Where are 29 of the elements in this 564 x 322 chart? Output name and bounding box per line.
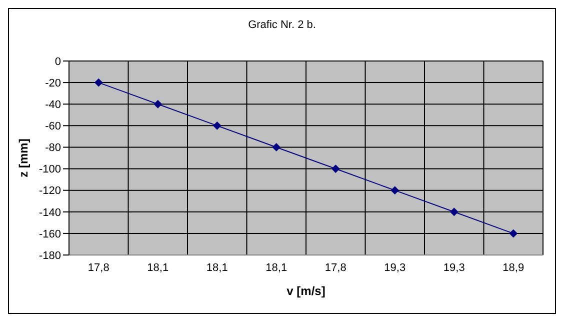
x-tick-label: 18,1 (147, 262, 169, 274)
point (509, 229, 518, 238)
y-axis-title: z [mm] (16, 138, 30, 178)
point (332, 164, 340, 173)
x-axis-title: v [m/s] (286, 284, 326, 298)
point (450, 208, 458, 216)
x-tick-label: 17,8 (324, 262, 346, 274)
x-tick-label: 19,3 (443, 262, 465, 274)
x-tick-label: 17,8 (88, 262, 110, 274)
x-tick-label: 19,3 (384, 262, 406, 274)
point (154, 100, 162, 108)
x-tick-label: 18,9 (502, 262, 524, 274)
y-tick-label: -100 (38, 164, 61, 176)
y-tick-label: -120 (38, 185, 61, 198)
x-tick-label: 18,1 (266, 262, 288, 274)
y-tick-label: -180 (38, 250, 61, 262)
point (213, 122, 222, 130)
chart-title: Grafic Nr. 2 b. (247, 19, 317, 31)
y-tick-label: -40 (45, 99, 61, 112)
x-tick-label: 18,1 (206, 262, 228, 274)
y-tick-label: -60 (45, 120, 61, 133)
point (94, 78, 103, 87)
y-tick-label: -160 (38, 228, 61, 240)
y-tick-label: -80 (45, 142, 61, 154)
y-tick-label: 0 (54, 56, 61, 68)
point (272, 143, 280, 152)
y-tick-label: -140 (38, 206, 61, 219)
point (390, 186, 399, 194)
y-tick-label: -20 (45, 77, 61, 90)
